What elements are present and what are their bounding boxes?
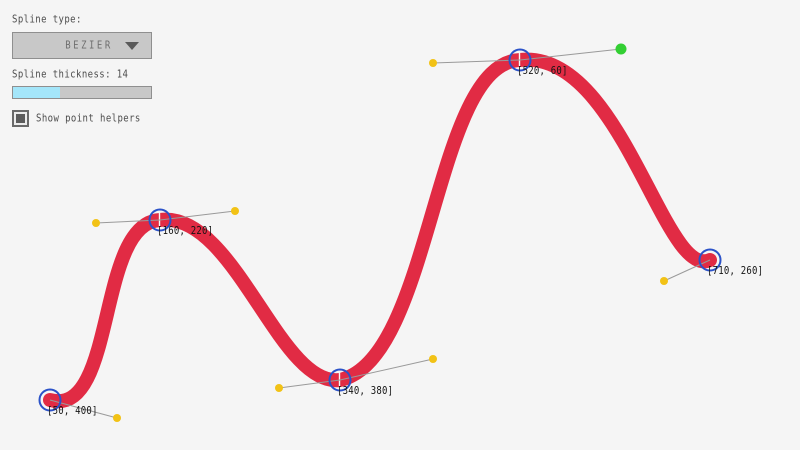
point-label: [710, 260] xyxy=(707,266,764,278)
point-label: [50, 400] xyxy=(47,406,98,418)
show-helpers-label: Show point helpers xyxy=(36,112,141,125)
anchor-point-ring[interactable] xyxy=(508,48,532,72)
active-handle-dot[interactable] xyxy=(615,43,627,55)
thickness-slider-fill xyxy=(13,87,60,98)
spline-thickness-label: Spline thickness: 14 xyxy=(12,69,129,81)
handle-line xyxy=(432,59,521,64)
spline-curve xyxy=(43,52,717,409)
anchor-point-ring[interactable] xyxy=(148,208,172,232)
handle-dot[interactable] xyxy=(429,355,437,363)
handle-dot[interactable] xyxy=(660,277,668,285)
handle-dot[interactable] xyxy=(113,414,121,422)
handle-line xyxy=(49,399,118,419)
handle-dot[interactable] xyxy=(275,384,283,392)
handle-dot[interactable] xyxy=(92,219,100,227)
handle-dot[interactable] xyxy=(429,59,437,67)
handle-line xyxy=(519,48,622,61)
spline-type-label: Spline type: xyxy=(12,14,82,26)
handle-line xyxy=(663,259,711,282)
show-helpers-row: Show point helpers xyxy=(12,110,141,127)
chevron-down-icon xyxy=(125,42,139,50)
thickness-slider[interactable] xyxy=(12,86,152,99)
spline-type-dropdown[interactable]: BEZIER xyxy=(12,32,152,59)
show-helpers-checkbox[interactable] xyxy=(12,110,29,127)
anchor-point-ring[interactable] xyxy=(698,248,722,272)
spline-type-dropdown-value: BEZIER xyxy=(65,39,113,52)
checkbox-checkmark xyxy=(16,114,25,123)
handle-line xyxy=(339,358,434,381)
anchor-point-ring[interactable] xyxy=(328,368,352,392)
anchor-point-ring[interactable] xyxy=(38,388,62,412)
point-label: [160, 220] xyxy=(157,226,214,238)
point-label: [340, 380] xyxy=(337,386,394,398)
point-label: [520, 60] xyxy=(517,66,568,78)
handle-dot[interactable] xyxy=(231,207,239,215)
handle-line xyxy=(159,210,236,221)
